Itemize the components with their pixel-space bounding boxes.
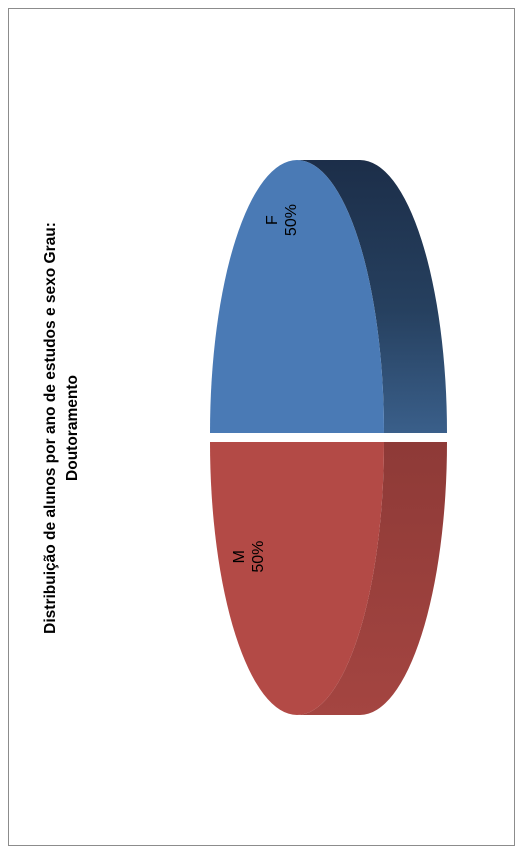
slice-f-side bbox=[297, 160, 447, 433]
chart-subtitle: Doutoramento bbox=[64, 375, 81, 481]
slice-m bbox=[210, 442, 384, 715]
pie-slices: F 50% M 50% bbox=[210, 160, 447, 715]
slice-m-side bbox=[297, 442, 447, 715]
slice-m-label: M 50% bbox=[231, 541, 267, 573]
slice-f bbox=[210, 160, 384, 433]
slice-f-label: F 50% bbox=[264, 204, 300, 236]
chart-title: Distribuição de alunos por ano de estudo… bbox=[42, 222, 59, 634]
